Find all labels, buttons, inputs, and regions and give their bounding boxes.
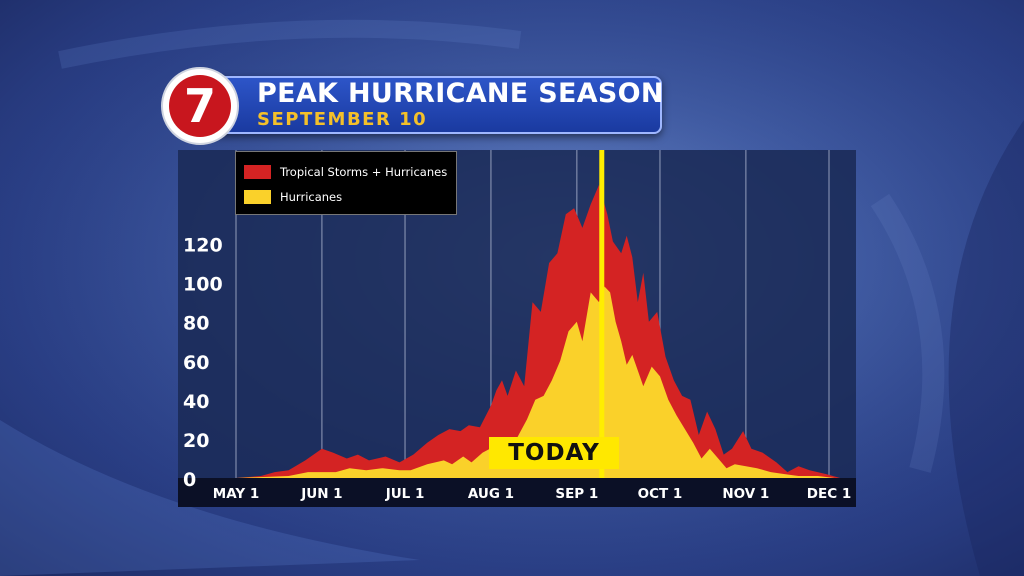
x-tick-label-4: SEP 1 (555, 486, 598, 502)
y-tick-label-0: 0 (183, 469, 196, 491)
x-tick-label-7: DEC 1 (807, 486, 851, 502)
today-label: TODAY (508, 440, 600, 466)
today-badge: TODAY (489, 437, 619, 469)
x-axis: MAY 1 JUN 1 JUL 1 AUG 1 SEP 1 OCT 1 NOV 1 DEC 1 (213, 486, 851, 502)
legend-label-tropical: Tropical Storms + Hurricanes (280, 165, 448, 179)
x-tick-label-2: JUL 1 (385, 486, 425, 502)
title-banner: PEAK HURRICANE SEASON SEPTEMBER 10 (205, 76, 664, 134)
legend-label-hurricanes: Hurricanes (280, 190, 343, 204)
chart-subtitle: SEPTEMBER 10 (257, 109, 428, 130)
x-tick-label-6: NOV 1 (722, 486, 769, 502)
area-series (236, 184, 841, 478)
x-axis-bar (178, 478, 856, 507)
chart-title: PEAK HURRICANE SEASON (257, 78, 664, 109)
x-tick-label-5: OCT 1 (638, 486, 683, 502)
y-tick-label-60: 60 (183, 352, 209, 374)
x-tick-label-3: AUG 1 (468, 486, 514, 502)
x-tick-label-1: JUN 1 (300, 486, 342, 502)
y-axis: 0 20 40 60 80 100 120 (183, 235, 223, 492)
legend-swatch-tropical (244, 165, 271, 179)
legend-swatch-hurricanes (244, 190, 271, 204)
series-area-tropical (236, 184, 841, 478)
x-tick-label-0: MAY 1 (213, 486, 259, 502)
station-logo: 7 (161, 67, 239, 145)
legend-item-tropical: Tropical Storms + Hurricanes (244, 163, 447, 181)
series-area-hurricanes (236, 286, 835, 478)
legend: Tropical Storms + Hurricanes Hurricanes (235, 151, 457, 215)
y-tick-label-80: 80 (183, 313, 209, 335)
y-tick-label-120: 120 (183, 235, 223, 257)
logo-text: 7 (184, 79, 216, 133)
y-tick-label-40: 40 (183, 391, 209, 413)
y-tick-label-100: 100 (183, 274, 223, 296)
legend-item-hurricanes: Hurricanes (244, 188, 342, 206)
y-tick-label-20: 20 (183, 430, 209, 452)
